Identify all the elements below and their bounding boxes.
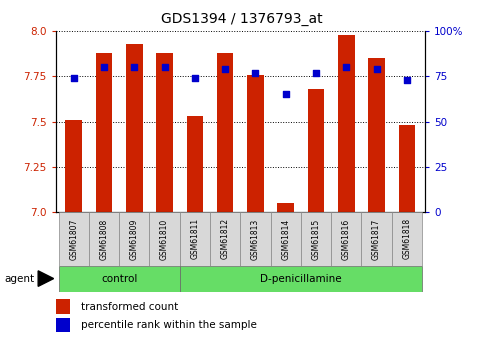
Bar — [338, 34, 355, 212]
Bar — [331, 212, 361, 266]
Bar — [58, 266, 180, 292]
Text: GSM61807: GSM61807 — [69, 218, 78, 259]
Polygon shape — [38, 271, 54, 286]
Bar — [398, 125, 415, 212]
Bar — [56, 299, 71, 314]
Bar — [56, 318, 71, 332]
Bar — [96, 53, 113, 212]
Point — [100, 65, 108, 70]
Bar — [308, 89, 325, 212]
Text: GSM61812: GSM61812 — [221, 218, 229, 259]
Point — [312, 70, 320, 76]
Bar — [277, 203, 294, 212]
Text: GSM61817: GSM61817 — [372, 218, 381, 259]
Bar — [247, 75, 264, 212]
Bar — [241, 212, 270, 266]
Bar — [210, 212, 241, 266]
Bar — [89, 212, 119, 266]
Point — [161, 65, 169, 70]
Text: GSM61808: GSM61808 — [99, 218, 109, 259]
Bar — [180, 212, 210, 266]
Text: GSM61816: GSM61816 — [342, 218, 351, 259]
Text: GDS1394 / 1376793_at: GDS1394 / 1376793_at — [161, 12, 322, 26]
Text: transformed count: transformed count — [82, 302, 179, 312]
Bar — [65, 120, 82, 212]
Text: GSM61815: GSM61815 — [312, 218, 321, 259]
Bar — [119, 212, 149, 266]
Bar — [217, 53, 233, 212]
Point — [373, 66, 381, 72]
Point — [403, 77, 411, 83]
Point — [342, 65, 350, 70]
Bar — [270, 212, 301, 266]
Text: GSM61818: GSM61818 — [402, 218, 412, 259]
Bar — [361, 212, 392, 266]
Text: GSM61809: GSM61809 — [130, 218, 139, 259]
Text: GSM61813: GSM61813 — [251, 218, 260, 259]
Point — [221, 66, 229, 72]
Bar — [392, 212, 422, 266]
Text: percentile rank within the sample: percentile rank within the sample — [82, 320, 257, 330]
Bar — [149, 212, 180, 266]
Bar — [180, 266, 422, 292]
Point — [130, 65, 138, 70]
Bar — [58, 212, 89, 266]
Point — [70, 75, 78, 81]
Bar — [301, 212, 331, 266]
Bar — [126, 44, 142, 212]
Bar — [156, 53, 173, 212]
Point — [252, 70, 259, 76]
Text: GSM61810: GSM61810 — [160, 218, 169, 259]
Point — [191, 75, 199, 81]
Bar — [186, 116, 203, 212]
Text: agent: agent — [5, 274, 35, 284]
Text: D-penicillamine: D-penicillamine — [260, 274, 341, 284]
Text: GSM61811: GSM61811 — [190, 218, 199, 259]
Text: GSM61814: GSM61814 — [281, 218, 290, 259]
Point — [282, 92, 290, 97]
Text: control: control — [101, 274, 137, 284]
Bar — [368, 58, 385, 212]
